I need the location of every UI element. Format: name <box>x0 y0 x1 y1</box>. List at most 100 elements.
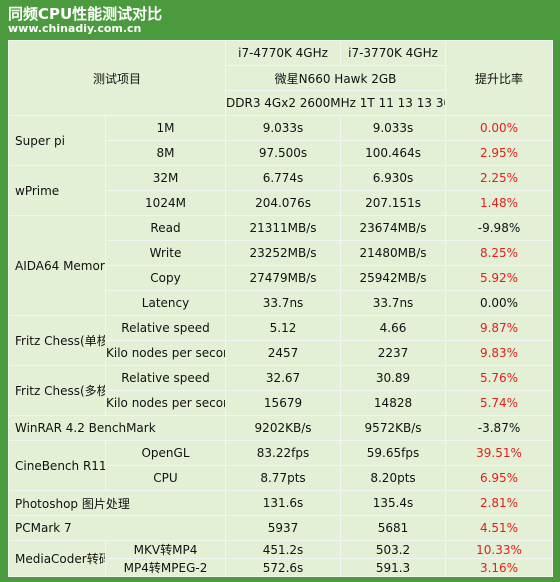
value-cpu2: 100.464s <box>340 140 447 166</box>
ratio: 2.25% <box>445 165 554 191</box>
ratio: -9.98% <box>445 215 554 241</box>
group-name: PCMark 7 <box>7 515 227 541</box>
ratio: 6.95% <box>445 465 554 491</box>
row: Kilo nodes per second 2457 2237 9.83% <box>9 340 554 366</box>
value-cpu2: 503.2 <box>340 540 447 559</box>
row: Fritz Chess(单核) Relative speed 5.12 4.66 9.8… <box>8 315 554 366</box>
item-name: Read <box>104 215 227 241</box>
value-cpu1: 131.6s <box>225 490 342 516</box>
ratio: 9.83% <box>445 340 554 366</box>
ratio-header: 提升比率 <box>445 40 554 116</box>
value-cpu1: 21311MB/s <box>225 215 342 241</box>
item-name: 8M <box>104 140 227 166</box>
value-cpu1: 15679 <box>225 390 342 416</box>
group-name: Fritz Chess(多核) <box>8 365 106 416</box>
ratio: 4.51% <box>445 515 554 541</box>
value-cpu1: 204.076s <box>225 190 342 216</box>
value-cpu2: 33.7ns <box>340 290 447 316</box>
value-cpu2: 23674MB/s <box>340 215 447 241</box>
row: wPrime 32M 6.774s 6.930s 2.25% <box>8 165 554 216</box>
item-header: 测试项目 <box>7 40 227 116</box>
value-cpu2: 14828 <box>340 390 447 416</box>
site: www.chinadiy.com.cn <box>8 22 142 35</box>
row: AIDA64 Memory Read 21311MB/s 23674MB/s -9.98… <box>8 215 554 316</box>
group-name: wPrime <box>8 165 106 216</box>
value-cpu2: 2237 <box>340 340 447 366</box>
group-name: WinRAR 4.2 BenchMark <box>7 415 227 441</box>
cpu1: i7-4770K 4GHz <box>225 40 342 66</box>
value-cpu1: 9202KB/s <box>225 415 342 441</box>
value-cpu2: 25942MB/s <box>340 265 447 291</box>
item-name: Relative speed <box>104 315 227 341</box>
row: 8M 97.500s 100.464s 2.95% <box>9 140 554 166</box>
ratio: 9.87% <box>445 315 554 341</box>
ratio: 5.92% <box>445 265 554 291</box>
item-name: Copy <box>104 265 227 291</box>
ratio: 10.33% <box>445 540 554 559</box>
title: 同频CPU性能测试对比 <box>8 5 163 23</box>
ratio: 5.74% <box>445 390 554 416</box>
group-name: Fritz Chess(单核) <box>8 315 106 366</box>
value-cpu2: 207.151s <box>340 190 447 216</box>
value-cpu2: 4.66 <box>340 315 447 341</box>
row: 1024M 204.076s 207.151s 1.48% <box>9 190 554 216</box>
value-cpu1: 2457 <box>225 340 342 366</box>
ratio: 2.95% <box>445 140 554 166</box>
ratio: 5.76% <box>445 365 554 391</box>
value-cpu1: 572.6s <box>225 558 342 577</box>
value-cpu1: 5937 <box>225 515 342 541</box>
header: 同频CPU性能测试对比 www.chinadiy.com.cn <box>0 0 560 40</box>
group-name: Super pi <box>8 115 106 166</box>
value-cpu2: 59.65fps <box>340 440 447 466</box>
value-cpu1: 6.774s <box>225 165 342 191</box>
group-name: AIDA64 Memory <box>8 215 106 316</box>
value-cpu2: 591.3 <box>340 558 447 577</box>
ratio: 0.00% <box>445 290 554 316</box>
value-cpu2: 30.89 <box>340 365 447 391</box>
value-cpu1: 83.22fps <box>225 440 342 466</box>
ratio: -3.87% <box>445 415 554 441</box>
value-cpu1: 23252MB/s <box>225 240 342 266</box>
row: WinRAR 4.2 BenchMark 9202KB/s 9572KB/s -3.8… <box>7 415 554 441</box>
ratio: 2.81% <box>445 490 554 516</box>
row: Fritz Chess(多核) Relative speed 32.67 30.89 5… <box>8 365 554 416</box>
item-name: CPU <box>104 465 227 491</box>
value-cpu2: 9572KB/s <box>340 415 447 441</box>
item-name: Kilo nodes per second <box>104 340 227 366</box>
value-cpu2: 21480MB/s <box>340 240 447 266</box>
value-cpu2: 8.20pts <box>340 465 447 491</box>
row: CineBench R11.5OpenGL83.22fps59.65fps39.… <box>8 440 554 491</box>
group-name: MediaCoder转码 <box>8 540 106 577</box>
value-cpu1: 32.67 <box>225 365 342 391</box>
value-cpu1: 97.500s <box>225 140 342 166</box>
group-name: Photoshop 图片处理 <box>7 490 227 516</box>
gpu: 微星N660 Hawk 2GB <box>225 65 447 91</box>
row: MediaCoder转码 MKV转MP4 451.2s 503.2 10.33% <box>8 540 554 577</box>
item-name: 32M <box>104 165 227 191</box>
item-name: Kilo nodes per second <box>104 390 227 416</box>
row: Write 23252MB/s 21480MB/s 8.25% <box>9 240 554 266</box>
row: Copy 27479MB/s 25942MB/s 5.92% <box>9 265 554 291</box>
row: PCMark 7 5937 5681 4.51% <box>7 515 554 541</box>
value-cpu2: 135.4s <box>340 490 447 516</box>
ratio: 0.00% <box>445 115 554 141</box>
ratio: 3.16% <box>445 558 554 577</box>
value-cpu2: 9.033s <box>340 115 447 141</box>
value-cpu1: 33.7ns <box>225 290 342 316</box>
ratio: 8.25% <box>445 240 554 266</box>
row: Super pi 1M 9.033s 9.033s 0.00% <box>8 115 554 166</box>
value-cpu1: 451.2s <box>225 540 342 559</box>
value-cpu1: 8.77pts <box>225 465 342 491</box>
row: Kilo nodes per second 15679 14828 5.74% <box>9 390 554 416</box>
ratio: 39.51% <box>445 440 554 466</box>
item-name: MKV转MP4 <box>104 540 227 559</box>
memory: DDR3 4Gx2 2600MHz 1T 11 13 13 30 <box>225 90 447 116</box>
item-name: Relative speed <box>104 365 227 391</box>
item-name: Write <box>104 240 227 266</box>
group-name: CineBench R11.5 <box>8 440 106 491</box>
row: Photoshop 图片处理 131.6s 135.4s 2.81% <box>7 490 554 516</box>
item-name: MP4转MPEG-2 <box>104 558 227 577</box>
cpu2: i7-3770K 4GHz <box>340 40 447 66</box>
value-cpu1: 27479MB/s <box>225 265 342 291</box>
